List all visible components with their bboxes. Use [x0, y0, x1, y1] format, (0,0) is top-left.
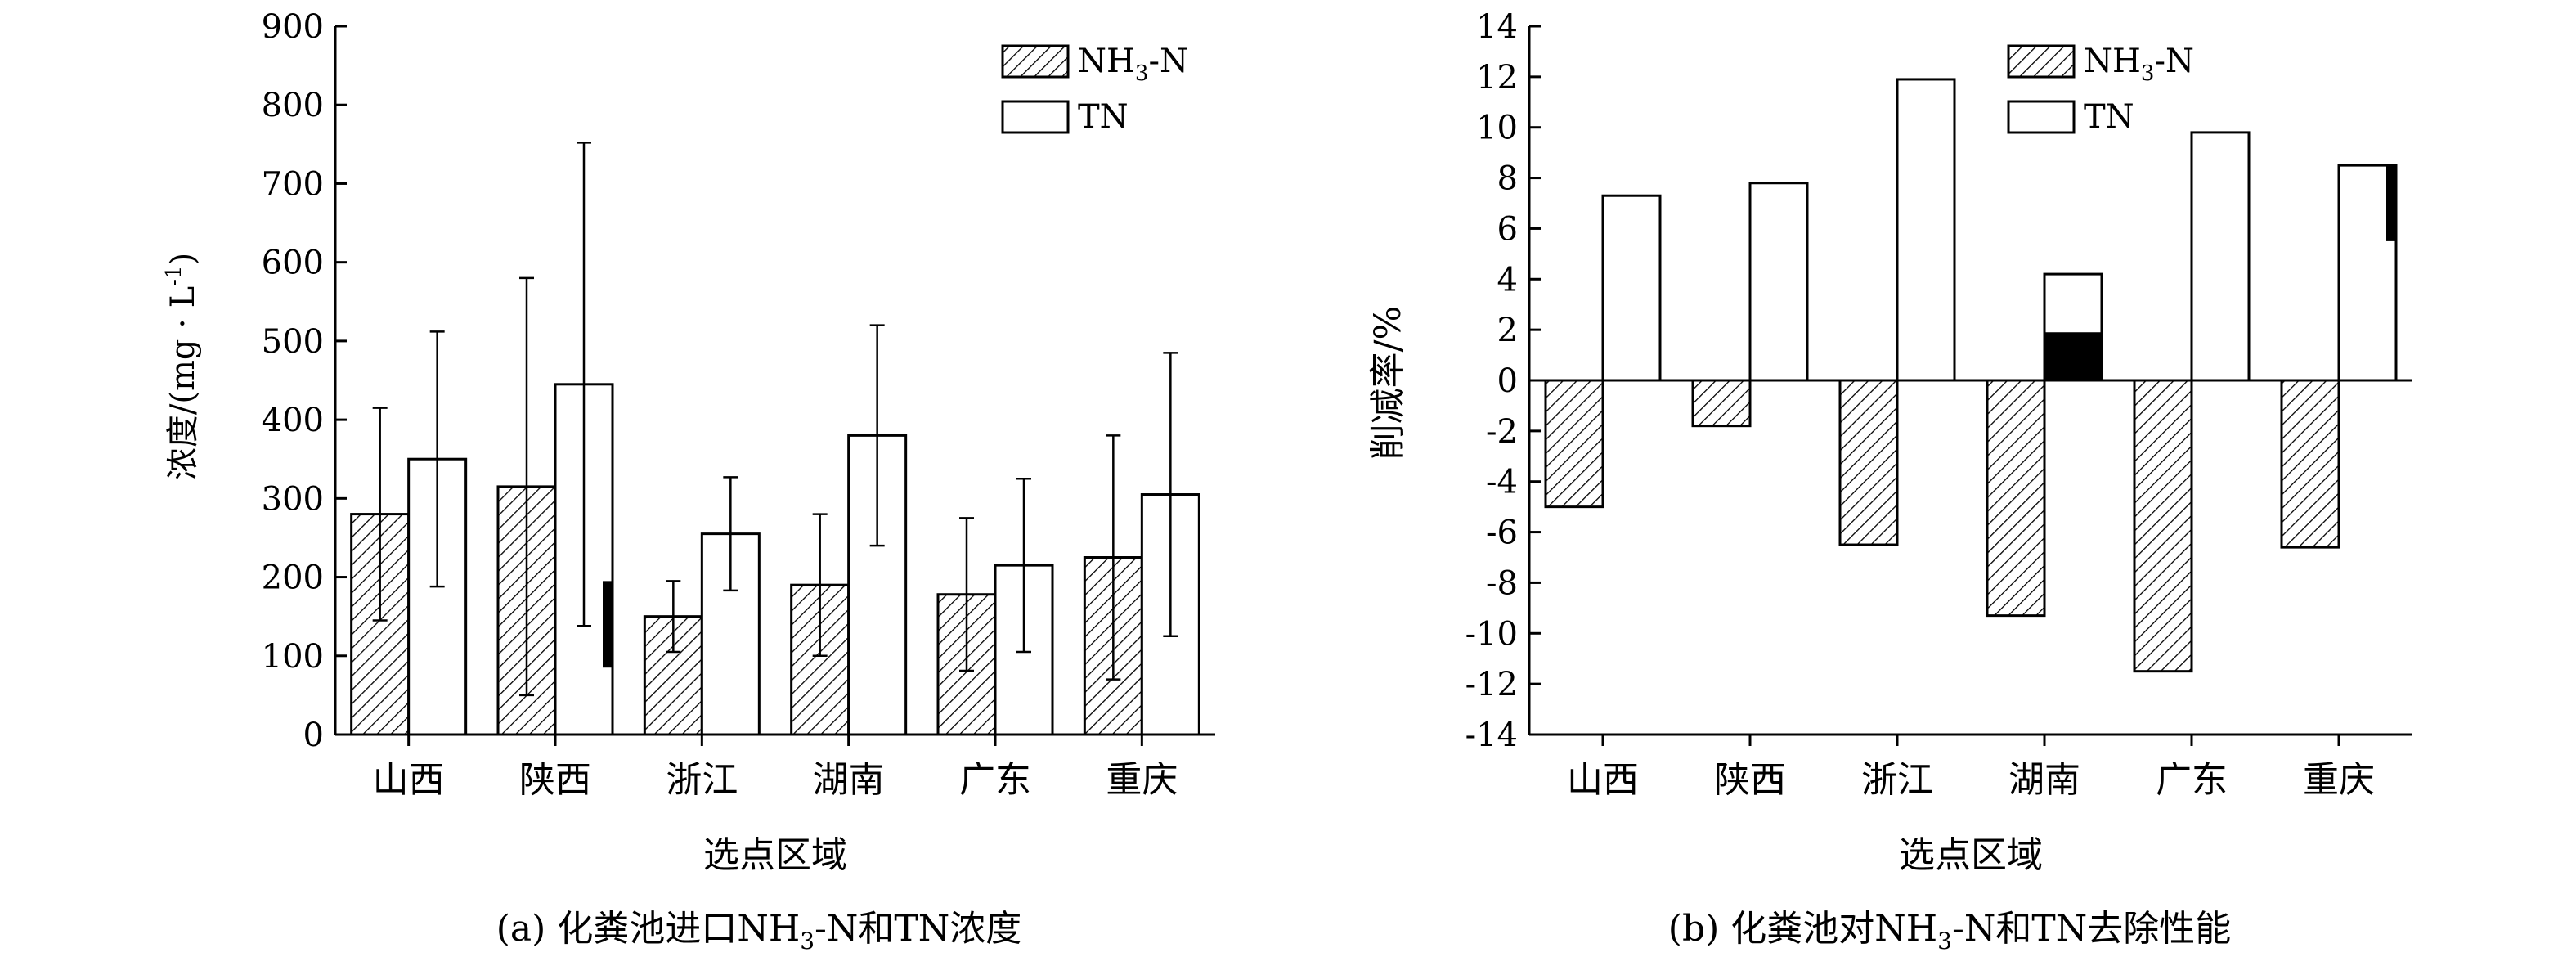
y-tick-label: 14 — [1476, 8, 1518, 46]
annotation-marker — [2044, 332, 2102, 380]
y-tick-label: 2 — [1497, 312, 1518, 349]
y-tick-label: 200 — [262, 559, 324, 597]
annotation-marker — [2386, 165, 2396, 241]
panel-a-legend-n: -N — [1148, 43, 1188, 80]
panel-b-x-axis: 山西 陕西 浙江 湖南 广东 重庆 — [1529, 733, 2412, 801]
panel-a-legend-swatch-tn — [1001, 100, 1070, 134]
panel-a-x-axis: 山西 陕西 浙江 湖南 广东 重庆 — [335, 733, 1215, 801]
y-tick-label: -2 — [1486, 413, 1518, 451]
panel-b-caption-main: (b) 化粪池对NH — [1668, 908, 1937, 950]
y-tick-label: 4 — [1497, 261, 1518, 299]
panel-b-chart: -14 -12 -10 -8 -6 -4 -2 0 2 4 6 8 10 12 14 山西 陕西 浙江 湖南 广东 重… — [1367, 8, 2412, 955]
x-tick-label: 浙江 — [1861, 759, 1933, 801]
panel-a-caption: (a) 化粪池进口NH3-N和TN浓度 — [496, 908, 1021, 955]
y-tick-label: 10 — [1476, 110, 1518, 147]
x-tick-label: 陕西 — [1714, 759, 1786, 801]
y-tick-label: -8 — [1486, 564, 1518, 602]
x-tick-label: 重庆 — [2303, 759, 2375, 801]
bar-tn — [2190, 131, 2251, 382]
y-tick-label: 100 — [262, 638, 324, 676]
bar-nh3n — [1986, 379, 2046, 618]
panel-a-legend-label-nh3n: NH3-N — [1078, 43, 1188, 86]
panel-b-caption-end: -N和TN去除性能 — [1952, 908, 2231, 950]
panel-b-legend-n: -N — [2154, 43, 2194, 80]
y-tick-label: 300 — [262, 480, 324, 518]
y-tick-label: -10 — [1465, 615, 1518, 653]
x-tick-label: 湖南 — [2008, 759, 2080, 801]
bar-tn — [1748, 182, 1809, 382]
y-tick-label: 400 — [262, 402, 324, 439]
panel-b-x-axis-title: 选点区域 — [1899, 834, 2043, 876]
bar-nh3n — [2133, 379, 2193, 673]
panel-b-bars — [1529, 78, 2412, 673]
bar-tn — [1896, 78, 1956, 382]
panel-b-legend-swatch-tn — [2007, 100, 2076, 134]
y-tick-label: -14 — [1465, 717, 1518, 754]
annotation-marker — [603, 581, 613, 668]
panel-a-legend-swatch-nh3n — [1001, 44, 1070, 79]
panel-b-legend-sub: 3 — [2141, 61, 2155, 86]
panel-a-bars — [350, 383, 1200, 736]
panel-a-chart: 0 100 200 300 400 500 600 700 800 900 山西 陕西 浙江 湖南 广东 重… — [162, 8, 1215, 955]
x-tick-label: 山西 — [1567, 759, 1639, 801]
panel-a-legend-label-tn: TN — [1078, 98, 1129, 136]
y-tick-label: 800 — [262, 87, 324, 124]
y-tick-label: 0 — [303, 717, 324, 754]
x-tick-label: 山西 — [373, 759, 445, 801]
panel-b-legend-label-tn: TN — [2084, 98, 2134, 136]
x-tick-label: 湖南 — [813, 759, 885, 801]
panel-a-x-axis-title: 选点区域 — [703, 834, 847, 876]
x-tick-label: 浙江 — [666, 759, 738, 801]
panel-a-legend-nh: NH — [1078, 43, 1135, 80]
panel-a-caption-main: (a) 化粪池进口NH — [496, 908, 800, 950]
panel-a-y-axis-title: 浓度/(mg · L-1) — [162, 253, 202, 480]
bar-nh3n — [1838, 379, 1899, 546]
y-tick-label: -4 — [1486, 464, 1518, 501]
y-tick-label: 8 — [1497, 160, 1518, 198]
panel-a-y-axis-title-end: ) — [164, 253, 202, 266]
panel-a-y-axis-title-sup: -1 — [162, 265, 186, 285]
panel-a-legend-sub: 3 — [1135, 61, 1149, 86]
panel-a-caption-sub: 3 — [800, 928, 815, 955]
y-tick-label: 700 — [262, 165, 324, 203]
panel-a-y-axis: 0 100 200 300 400 500 600 700 800 900 — [262, 8, 347, 754]
x-tick-label: 陕西 — [519, 759, 591, 801]
y-tick-label: 0 — [1497, 362, 1518, 400]
x-tick-label: 广东 — [959, 759, 1031, 801]
y-tick-label: 900 — [262, 8, 324, 46]
x-tick-label: 重庆 — [1106, 759, 1178, 801]
bar-tn — [1601, 194, 1662, 382]
bar-nh3n — [2280, 379, 2340, 549]
panel-b-y-axis-title: 削减率/% — [1367, 306, 1409, 461]
bar-nh3n — [1544, 379, 1604, 509]
panel-b-caption: (b) 化粪池对NH3-N和TN去除性能 — [1668, 908, 2231, 955]
y-tick-label: 600 — [262, 245, 324, 282]
y-tick-label: 12 — [1476, 59, 1518, 97]
panel-a-caption-end: -N和TN浓度 — [815, 908, 1021, 950]
panel-a-error-bars — [372, 142, 1178, 697]
y-tick-label: -6 — [1486, 514, 1518, 552]
panel-b-legend-swatch-nh3n — [2007, 44, 2076, 79]
panel-b-legend: NH3-N TN — [2007, 43, 2194, 136]
panel-b-legend-label-nh3n: NH3-N — [2084, 43, 2194, 86]
x-tick-label: 广东 — [2156, 759, 2228, 801]
y-tick-label: -12 — [1465, 666, 1518, 703]
panel-a-legend: NH3-N TN — [1001, 43, 1188, 136]
panel-b-caption-sub: 3 — [1937, 928, 1952, 955]
panel-b-y-axis: -14 -12 -10 -8 -6 -4 -2 0 2 4 6 8 10 12 14 — [1465, 8, 1541, 754]
y-tick-label: 500 — [262, 323, 324, 361]
bar-nh3n — [1691, 379, 1752, 428]
y-tick-label: 6 — [1497, 210, 1518, 248]
panel-a-y-axis-title-main: 浓度/(mg · L — [164, 286, 202, 480]
panel-b-legend-nh: NH — [2084, 43, 2141, 80]
